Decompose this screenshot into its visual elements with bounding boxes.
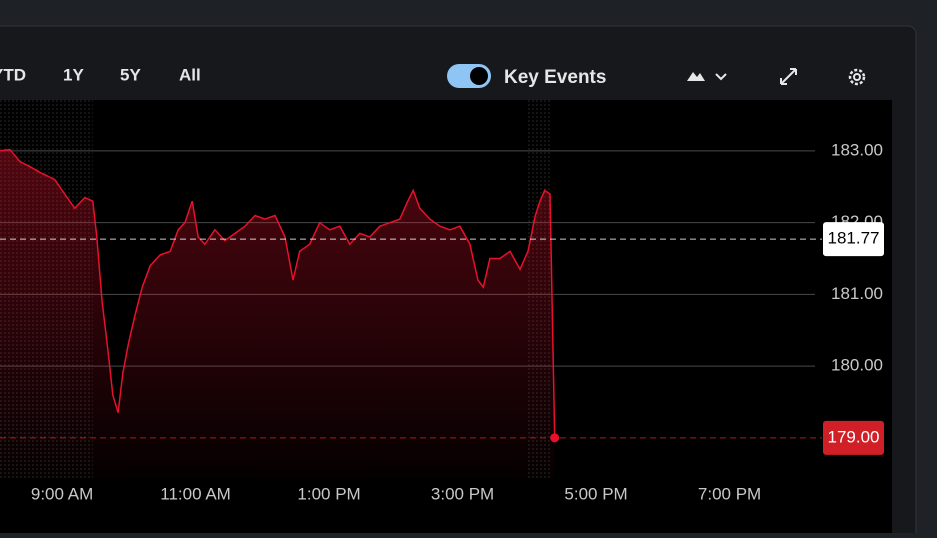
expand-icon[interactable] bbox=[780, 68, 797, 85]
y-tick-label: 180.00 bbox=[831, 356, 883, 375]
key-events-label: Key Events bbox=[504, 67, 606, 88]
x-tick-label: 11:00 AM bbox=[160, 484, 231, 503]
x-tick-label: 5:00 PM bbox=[564, 484, 627, 503]
price-tag-label: 181.77 bbox=[828, 229, 880, 248]
range-button[interactable]: YTD bbox=[0, 65, 26, 84]
range-button[interactable]: All bbox=[179, 65, 201, 84]
price-tag bbox=[823, 222, 884, 257]
price-tag bbox=[823, 420, 884, 455]
x-tick-label: 7:00 PM bbox=[698, 484, 761, 503]
dropdown-icon bbox=[715, 73, 727, 81]
area bbox=[0, 149, 555, 478]
settings-icon-center bbox=[853, 73, 861, 81]
price-tag-label: 179.00 bbox=[828, 427, 880, 446]
settings-icon[interactable] bbox=[848, 68, 866, 86]
range-button[interactable]: 5Y bbox=[120, 65, 141, 84]
chart-type-icon[interactable] bbox=[687, 72, 705, 81]
y-tick-label: 183.00 bbox=[831, 140, 883, 159]
toggle-knob bbox=[470, 67, 488, 85]
x-tick-label: 3:00 PM bbox=[431, 484, 494, 503]
range-button[interactable]: 1Y bbox=[63, 65, 84, 84]
x-tick-label: 1:00 PM bbox=[297, 484, 360, 503]
x-tick-label: 9:00 AM bbox=[31, 484, 93, 503]
price-line bbox=[0, 148, 556, 438]
y-tick-label: 181.00 bbox=[831, 284, 883, 303]
